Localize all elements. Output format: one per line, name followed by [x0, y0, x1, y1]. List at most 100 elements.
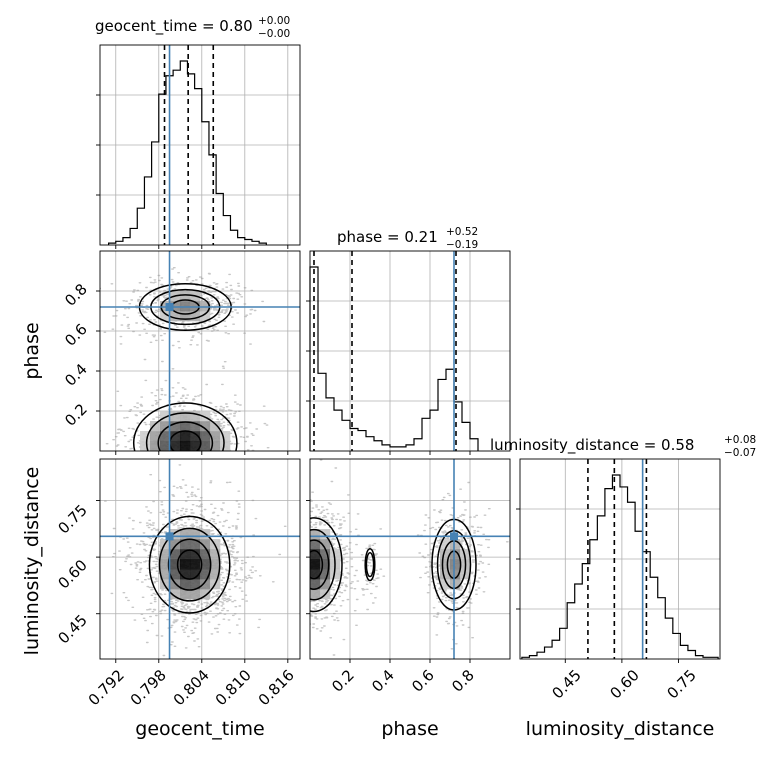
density-cell — [190, 539, 201, 550]
density-cell — [180, 411, 191, 422]
density-cell — [180, 589, 191, 600]
histogram-bar — [658, 598, 666, 659]
density-cell — [180, 441, 191, 451]
title-phase-err-plus: +0.52 — [446, 226, 478, 238]
density-cell — [200, 579, 211, 590]
histogram-bar — [137, 208, 144, 245]
density-cell — [180, 301, 191, 312]
density-cell — [160, 301, 171, 312]
density-cell — [190, 569, 201, 580]
title-luminosity-distance-err-plus: +0.08 — [724, 434, 756, 446]
title-phase: phase = 0.21 — [337, 228, 438, 246]
histogram-bar — [567, 603, 575, 659]
x-axis-label-geocent-time: geocent_time — [135, 718, 264, 740]
y-ticks-phase: 0.2 0.4 0.6 0.8 — [61, 280, 91, 430]
y-tick-label: 0.2 — [61, 400, 91, 430]
density-cell — [190, 421, 201, 432]
density-cell — [180, 431, 191, 442]
contour-line — [310, 539, 330, 590]
x-tick-label: 0.804 — [170, 666, 213, 709]
histogram-bar — [430, 410, 438, 451]
axes-frame — [519, 458, 721, 660]
density-cell — [320, 569, 331, 580]
density-cell — [180, 549, 191, 560]
histogram-bar — [342, 420, 350, 451]
histogram-bar — [230, 230, 237, 245]
histogram-bar — [406, 445, 414, 451]
density-cell — [180, 311, 191, 322]
density-cell — [180, 529, 191, 540]
density-cell — [190, 301, 201, 312]
density-cell — [450, 549, 461, 560]
density-cell — [440, 539, 451, 550]
density-cell — [450, 539, 461, 550]
axes-frame — [309, 250, 511, 452]
density-layer — [104, 464, 287, 657]
axes-frame — [99, 250, 301, 452]
truth-marker — [165, 303, 174, 311]
histogram-bar — [382, 445, 390, 451]
density-cell — [190, 589, 201, 600]
density-cell — [170, 311, 181, 322]
y-tick-label: 0.8 — [61, 280, 91, 310]
panel-geocent-time-vs-phase — [96, 250, 301, 455]
x-tick-label: 0.8 — [448, 666, 478, 696]
density-cell — [440, 569, 451, 580]
histogram-bar — [159, 94, 166, 245]
density-cell — [170, 301, 181, 312]
panel-phase-vs-luminosity-distance — [306, 458, 511, 663]
histogram-bar — [628, 502, 636, 659]
density-layer — [100, 267, 270, 451]
contour-line — [167, 538, 212, 591]
density-cell — [310, 569, 321, 580]
x-ticks-phase: 0.2 0.4 0.6 0.8 — [328, 666, 478, 696]
density-cell — [170, 421, 181, 432]
histogram-bar — [390, 447, 398, 451]
histogram-bar — [195, 89, 202, 245]
density-cell — [150, 441, 161, 451]
histogram-bar — [537, 652, 545, 659]
y-tick-label: 0.4 — [61, 360, 91, 390]
contour-line — [176, 549, 203, 580]
histogram-bar — [173, 70, 180, 245]
density-cell — [190, 529, 201, 540]
density-cell — [170, 431, 181, 442]
density-cell — [310, 559, 321, 570]
histogram-bar — [560, 628, 568, 659]
truth-marker — [450, 532, 458, 541]
axes-frame — [99, 44, 301, 246]
x-tick-label: 0.6 — [408, 666, 438, 696]
density-cell — [190, 559, 201, 570]
x-ticks-geocent-time: 0.792 0.798 0.804 0.810 0.816 — [85, 666, 298, 709]
panel-phase-hist — [306, 250, 511, 455]
histogram-bar — [130, 228, 137, 245]
histogram-bar — [144, 177, 151, 245]
histogram-bar — [358, 431, 366, 451]
contour-line — [310, 528, 336, 601]
histogram-bar — [620, 487, 628, 659]
density-cell — [310, 549, 321, 560]
x-tick-label: 0.816 — [255, 666, 298, 709]
density-cell — [320, 549, 331, 560]
density-cell — [170, 529, 181, 540]
histogram-bar — [665, 618, 673, 659]
histogram-bar — [597, 516, 605, 659]
histogram-bar — [590, 540, 598, 659]
histogram-bar — [366, 437, 374, 451]
x-tick-label: 0.798 — [127, 666, 170, 709]
histogram-bar — [245, 239, 252, 245]
x-tick-label: 0.2 — [328, 666, 358, 696]
histogram-bar — [152, 142, 159, 245]
contour-line — [158, 527, 221, 602]
density-cell — [320, 579, 331, 590]
histogram-bar — [202, 122, 209, 245]
histogram-bar — [680, 645, 688, 659]
histogram-bar — [326, 398, 334, 451]
histogram-bar — [422, 418, 430, 451]
density-cell — [200, 311, 211, 322]
x-tick-label: 0.810 — [212, 666, 255, 709]
density-cell — [180, 291, 191, 302]
grid — [100, 45, 300, 245]
x-tick-label: 0.792 — [85, 666, 128, 709]
